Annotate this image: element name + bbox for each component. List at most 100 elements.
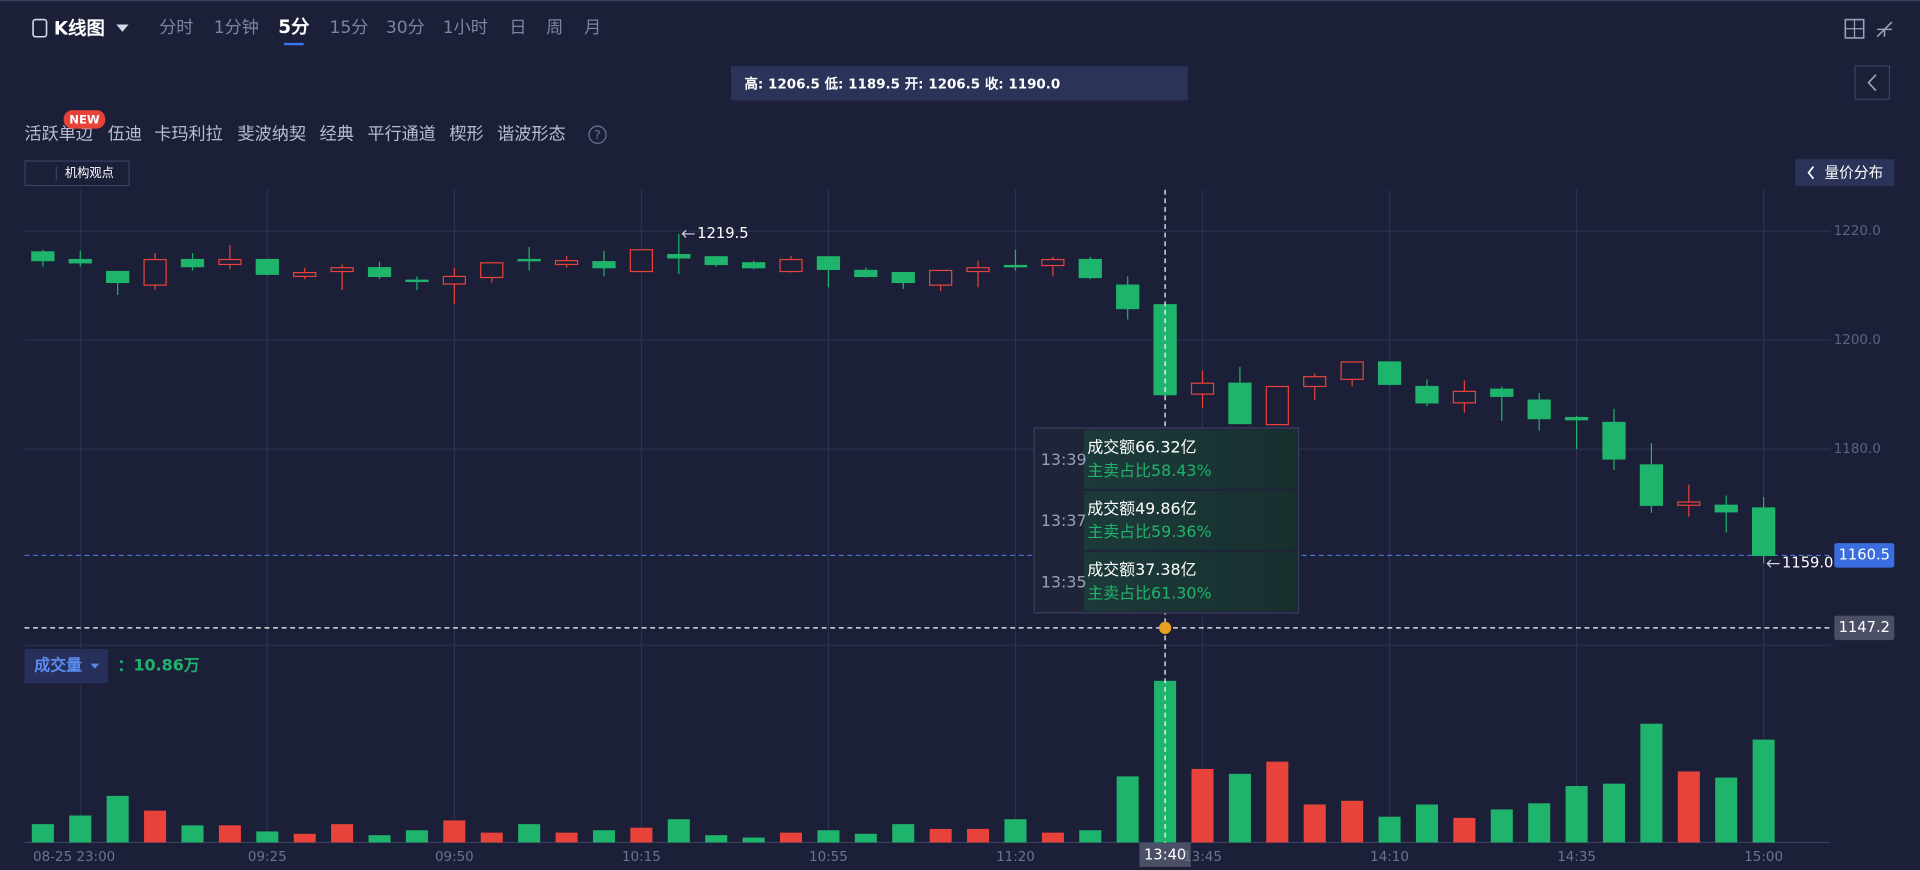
candle-body bbox=[891, 272, 915, 284]
period-tab[interactable]: 周 bbox=[546, 18, 563, 38]
tooltip-row-bg bbox=[1083, 491, 1297, 550]
volume-bar bbox=[1602, 783, 1626, 843]
help-icon[interactable] bbox=[588, 125, 607, 144]
indicator-tab[interactable]: 谐波形态 bbox=[497, 125, 565, 145]
candle-body bbox=[1527, 399, 1551, 420]
x-tick-label: 13:45 bbox=[1183, 850, 1222, 865]
indicator-tab[interactable]: 斐波纳契 bbox=[238, 125, 307, 145]
tooltip-time: 13:37 bbox=[1041, 511, 1087, 530]
candle-body bbox=[218, 258, 242, 266]
candle-body bbox=[293, 272, 317, 278]
volume-bar bbox=[817, 830, 840, 843]
institution-view[interactable]: 机构观点 bbox=[65, 165, 114, 180]
tooltip-ratio: 主卖占比59.36% bbox=[1087, 522, 1211, 541]
volume-bar bbox=[1341, 800, 1364, 843]
ohlc-readout: 高: 1206.5 低: 1189.5 开: 1206.5 收: 1190.0 bbox=[744, 75, 1060, 92]
crosshair-time-label: 13:40 bbox=[1144, 846, 1186, 863]
indicator-tab[interactable]: 活跃单边 bbox=[24, 125, 93, 145]
candle-body bbox=[854, 269, 878, 278]
volume-bar bbox=[592, 830, 615, 843]
volume-bar bbox=[181, 825, 204, 843]
high-arrow bbox=[681, 229, 695, 239]
candle-body bbox=[442, 275, 466, 285]
period-tab[interactable]: 1小时 bbox=[443, 18, 488, 38]
crosshair-price-box bbox=[1834, 615, 1895, 641]
candle-body bbox=[741, 262, 766, 269]
y-tick-label: 1180.0 bbox=[1834, 442, 1881, 457]
candle-body bbox=[1490, 388, 1514, 397]
chart-icon bbox=[32, 18, 48, 38]
x-tick-label: 10:15 bbox=[622, 850, 661, 865]
volume-selector-arrow bbox=[90, 663, 100, 669]
period-tab[interactable]: 分时 bbox=[159, 18, 193, 38]
candle-body bbox=[667, 254, 691, 259]
candle-body bbox=[779, 258, 803, 273]
candle-body bbox=[1452, 390, 1477, 404]
volume-bar bbox=[1640, 723, 1663, 843]
low-arrow bbox=[1766, 559, 1780, 568]
collapse-icon[interactable] bbox=[1876, 21, 1893, 38]
indicator-tab[interactable]: 经典 bbox=[320, 125, 354, 145]
candle-body bbox=[1377, 361, 1402, 385]
period-tab[interactable]: 15分 bbox=[330, 18, 369, 38]
side-toggle[interactable] bbox=[1854, 65, 1890, 100]
period-tab[interactable]: 30分 bbox=[386, 18, 425, 38]
indicator-tab[interactable]: 卡玛利拉 bbox=[154, 125, 223, 145]
indicator-tab[interactable]: 伍迪 bbox=[108, 125, 142, 145]
volume-bar bbox=[892, 824, 915, 843]
candle-body bbox=[1265, 385, 1289, 426]
candle-body bbox=[704, 256, 728, 266]
candle-body bbox=[1078, 258, 1102, 279]
candle-body bbox=[106, 270, 130, 284]
period-tab[interactable]: 1分钟 bbox=[214, 18, 259, 38]
tooltip-ratio: 主卖占比58.43% bbox=[1087, 461, 1211, 480]
help-icon-text: ? bbox=[594, 128, 600, 142]
candle-body bbox=[592, 261, 616, 269]
volume-bar bbox=[69, 815, 92, 843]
x-tick-label: 09:50 bbox=[435, 850, 474, 865]
volume-bar bbox=[368, 835, 391, 843]
crosshair-dot bbox=[1158, 621, 1172, 634]
x-tick-label: 15:00 bbox=[1744, 850, 1783, 865]
volume-bar bbox=[1752, 739, 1775, 843]
indicator-tab[interactable]: 楔形 bbox=[449, 125, 483, 145]
candle-body bbox=[31, 251, 55, 262]
volume-profile[interactable]: 量价分布 bbox=[1824, 164, 1883, 181]
side-toggle-arrow bbox=[1867, 74, 1877, 92]
volume-bar bbox=[1528, 803, 1551, 843]
period-tab[interactable]: 5分 bbox=[278, 17, 310, 38]
y-tick-label: 1200.0 bbox=[1834, 333, 1881, 348]
volume-bar bbox=[1266, 761, 1289, 843]
volume-bar bbox=[1453, 817, 1476, 843]
volume-profile-button[interactable] bbox=[1795, 159, 1895, 187]
candle-body bbox=[1041, 258, 1065, 267]
candle-body bbox=[405, 279, 429, 283]
tooltip-amount: 成交额37.38亿 bbox=[1087, 560, 1196, 579]
x-tick-label: 08-25 23:00 bbox=[33, 850, 115, 865]
candle-body bbox=[143, 258, 167, 286]
x-tick-label: 10:55 bbox=[809, 850, 848, 865]
candle-body bbox=[255, 258, 279, 275]
volume-bar bbox=[780, 832, 803, 843]
period-tab[interactable]: 月 bbox=[584, 18, 601, 38]
volume-bar bbox=[518, 824, 541, 843]
dropdown-arrow[interactable] bbox=[116, 24, 129, 32]
candle-body bbox=[629, 249, 654, 273]
chart-type[interactable]: K线图 bbox=[54, 17, 105, 39]
candle-body bbox=[1602, 421, 1626, 460]
volume-bar bbox=[1303, 804, 1326, 843]
volume-bar bbox=[1191, 768, 1214, 843]
high-mark-label: 1219.5 bbox=[697, 225, 748, 242]
period-tab[interactable]: 日 bbox=[509, 18, 526, 38]
new-badge-bg bbox=[63, 110, 106, 129]
volume-bar bbox=[144, 810, 167, 843]
x-tick-label: 14:10 bbox=[1370, 850, 1409, 865]
x-tick-label: 14:35 bbox=[1557, 850, 1596, 865]
volume-bar bbox=[443, 820, 466, 843]
institution-view-button[interactable] bbox=[24, 160, 130, 187]
tooltip-time: 13:35 bbox=[1041, 572, 1087, 591]
indicator-tab[interactable]: 平行通道 bbox=[367, 125, 436, 145]
tooltip-row-bg bbox=[1083, 552, 1297, 612]
volume-bar bbox=[555, 832, 578, 843]
volume-label[interactable]: 成交量 bbox=[34, 656, 82, 675]
